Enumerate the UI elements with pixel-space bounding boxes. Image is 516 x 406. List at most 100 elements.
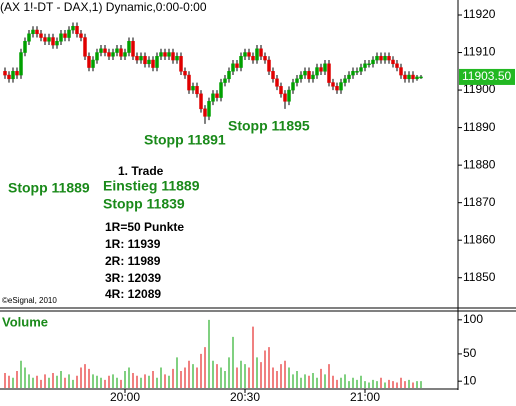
candle-body (47, 37, 51, 42)
y-tick-label: 11910 (463, 45, 496, 59)
candle-body (355, 71, 359, 73)
candle-body (215, 93, 219, 98)
annotation: Stopp 11891 (144, 132, 226, 148)
candle-body (219, 82, 223, 98)
candle-body (391, 59, 395, 65)
candle-body (275, 78, 279, 87)
candle-body (75, 26, 79, 35)
candle-body (67, 29, 71, 38)
candle-body (195, 86, 199, 95)
annotation: Stopp 11839 (103, 196, 185, 212)
candle-body (243, 52, 247, 57)
candle-body (11, 71, 15, 80)
candle-body (319, 67, 323, 72)
candle-body (379, 56, 383, 61)
candle-body (259, 48, 263, 57)
candle-body (307, 71, 311, 80)
y-tick-label: 11870 (463, 195, 496, 209)
x-tick-label: 20:00 (110, 390, 140, 404)
y-tick-label: 11890 (463, 120, 496, 134)
x-tick-label: 21:00 (350, 390, 380, 404)
last-price-label: 11903.50 (462, 69, 511, 83)
candle-body (51, 37, 55, 46)
candle-body (267, 59, 271, 72)
candle-body (251, 56, 255, 61)
candle-body (171, 52, 175, 61)
candle-body (103, 48, 107, 53)
candle-body (127, 41, 131, 53)
candle-body (119, 48, 123, 57)
y-tick-label: 50 (463, 346, 477, 360)
annotation: Einstieg 11889 (103, 178, 200, 194)
candle-body (179, 56, 183, 72)
annotation: 3R: 12039 (105, 271, 161, 285)
candle-body (331, 82, 335, 87)
candle-body (339, 82, 343, 91)
candle-body (175, 56, 179, 61)
candle-body (227, 71, 231, 80)
candle-body (415, 76, 419, 80)
candle-body (135, 56, 139, 61)
candle-body (347, 74, 351, 80)
candle-body (19, 52, 23, 76)
y-tick-label: 11860 (463, 232, 496, 246)
y-tick-label: 100 (463, 312, 483, 326)
candle-body (87, 56, 91, 68)
annotation: 1R: 11939 (105, 237, 161, 251)
y-tick-label: 11900 (463, 82, 496, 96)
candle-body (91, 59, 95, 68)
candle-body (207, 101, 211, 117)
candle-body (295, 78, 299, 83)
candle-body (151, 59, 155, 68)
candle-body (375, 56, 379, 61)
candle-body (271, 71, 275, 80)
candle-body (59, 33, 63, 42)
candle-body (143, 56, 147, 65)
candle-body (403, 74, 407, 80)
candle-body (111, 52, 115, 57)
candle-body (23, 41, 27, 53)
candle-body (359, 67, 363, 72)
candle-body (187, 74, 191, 91)
candle-body (203, 108, 207, 117)
candle-body (123, 52, 127, 57)
candle-body (183, 71, 187, 76)
candle-body (55, 41, 59, 46)
candle-body (39, 33, 43, 38)
candle-body (399, 67, 403, 76)
candle-body (167, 52, 171, 57)
candle-body (131, 41, 135, 57)
candle-body (199, 93, 203, 110)
annotation: 1. Trade (118, 164, 164, 178)
candle-body (255, 48, 259, 61)
last-price-box (459, 68, 515, 85)
candle-body (211, 93, 215, 102)
candle-body (147, 59, 151, 65)
candle-body (387, 56, 391, 61)
candle-body (327, 63, 331, 83)
candle-body (191, 86, 195, 91)
candle-body (159, 52, 163, 57)
candle-body (63, 33, 67, 38)
candle-body (343, 78, 347, 83)
candle-body (139, 56, 143, 61)
candle-body (283, 93, 287, 102)
candle-body (407, 74, 411, 80)
candle-body (71, 26, 75, 31)
candle-body (411, 74, 415, 80)
annotation: 4R: 12089 (105, 287, 161, 301)
candle-body (351, 71, 355, 76)
annotation: 1R=50 Punkte (105, 220, 184, 234)
candle-body (235, 63, 239, 68)
candle-body (279, 86, 283, 95)
candle-body (43, 37, 47, 42)
candle-body (155, 56, 159, 68)
candle-body (419, 76, 423, 79)
y-tick-label: 11850 (463, 270, 496, 284)
candle-body (115, 48, 119, 53)
candle-body (367, 63, 371, 66)
candle-body (223, 78, 227, 83)
candle-body (315, 67, 319, 76)
